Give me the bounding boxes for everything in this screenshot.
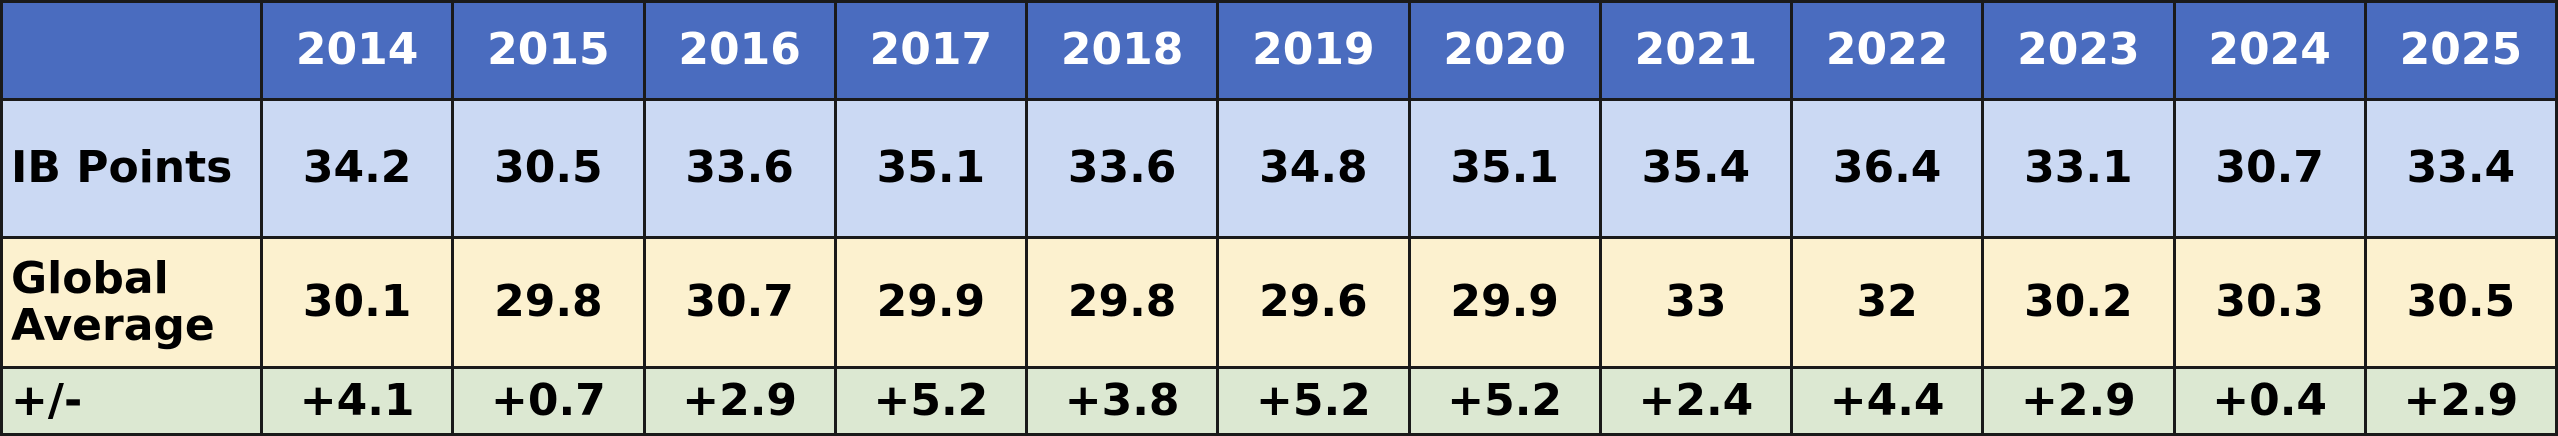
year-header: 2023 <box>1981 0 2176 101</box>
row-label-ib-points: IB Points <box>0 97 263 240</box>
global-average-cell: 29.9 <box>833 236 1029 369</box>
difference-cell: +5.2 <box>1407 365 1602 436</box>
global-average-cell: 29.6 <box>1216 236 1411 369</box>
global-average-cell: 29.8 <box>451 236 646 369</box>
row-label-difference: +/- <box>0 365 263 436</box>
year-header: 2018 <box>1024 0 1220 101</box>
global-average-cell: 33 <box>1598 236 1794 369</box>
difference-cell: +0.4 <box>2172 365 2367 436</box>
difference-row: +/- +4.1 +0.7 +2.9 +5.2 +3.8 +5.2 +5.2 +… <box>0 365 2558 436</box>
ib-points-cell: 34.2 <box>259 97 455 240</box>
difference-cell: +4.4 <box>1789 365 1985 436</box>
difference-cell: +2.9 <box>2363 365 2558 436</box>
year-header: 2021 <box>1598 0 1794 101</box>
year-header: 2019 <box>1216 0 1411 101</box>
global-average-cell: 32 <box>1789 236 1985 369</box>
ib-points-cell: 30.5 <box>451 97 646 240</box>
ib-points-cell: 33.4 <box>2363 97 2558 240</box>
difference-cell: +2.9 <box>1981 365 2176 436</box>
year-header: 2025 <box>2363 0 2558 101</box>
global-average-cell: 29.9 <box>1407 236 1602 369</box>
row-label-global-average: Global Average <box>0 236 263 369</box>
difference-cell: +5.2 <box>833 365 1029 436</box>
global-average-cell: 30.7 <box>642 236 837 369</box>
difference-cell: +2.4 <box>1598 365 1794 436</box>
global-average-cell: 30.1 <box>259 236 455 369</box>
ib-points-cell: 33.6 <box>642 97 837 240</box>
year-header: 2020 <box>1407 0 1602 101</box>
global-average-cell: 30.3 <box>2172 236 2367 369</box>
difference-cell: +5.2 <box>1216 365 1411 436</box>
ib-points-row: IB Points 34.2 30.5 33.6 35.1 33.6 34.8 … <box>0 97 2558 240</box>
global-average-cell: 29.8 <box>1024 236 1220 369</box>
difference-cell: +0.7 <box>451 365 646 436</box>
year-header: 2015 <box>451 0 646 101</box>
year-header: 2016 <box>642 0 837 101</box>
global-average-cell: 30.2 <box>1981 236 2176 369</box>
ib-points-cell: 34.8 <box>1216 97 1411 240</box>
difference-cell: +4.1 <box>259 365 455 436</box>
ib-points-cell: 33.1 <box>1981 97 2176 240</box>
ib-points-cell: 30.7 <box>2172 97 2367 240</box>
global-average-cell: 30.5 <box>2363 236 2558 369</box>
ib-points-cell: 35.4 <box>1598 97 1794 240</box>
ib-points-cell: 35.1 <box>833 97 1029 240</box>
year-header: 2014 <box>259 0 455 101</box>
difference-cell: +3.8 <box>1024 365 1220 436</box>
ib-points-cell: 36.4 <box>1789 97 1985 240</box>
corner-cell <box>0 0 263 101</box>
difference-cell: +2.9 <box>642 365 837 436</box>
ib-points-cell: 35.1 <box>1407 97 1602 240</box>
year-header: 2022 <box>1789 0 1985 101</box>
year-header: 2024 <box>2172 0 2367 101</box>
ib-points-cell: 33.6 <box>1024 97 1220 240</box>
year-header-row: 2014 2015 2016 2017 2018 2019 2020 2021 … <box>0 0 2558 101</box>
global-average-row: Global Average 30.1 29.8 30.7 29.9 29.8 … <box>0 236 2558 369</box>
year-header: 2017 <box>833 0 1029 101</box>
